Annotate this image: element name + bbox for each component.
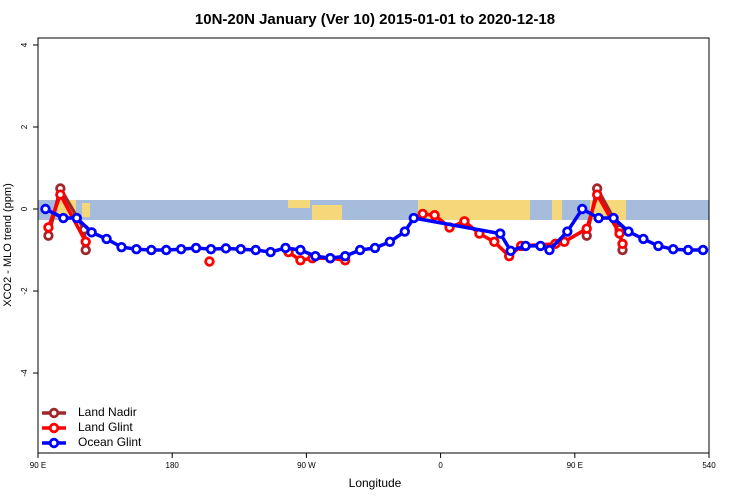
chart-title: 10N-20N January (Ver 10) 2015-01-01 to 2…	[195, 11, 555, 28]
data-point	[55, 189, 66, 200]
legend-marker	[48, 437, 60, 449]
data-point	[429, 209, 440, 221]
ocean-strip	[38, 200, 709, 220]
data-point	[505, 245, 516, 257]
y-tick-label: 2	[20, 124, 29, 129]
data-point	[682, 244, 694, 256]
data-point	[295, 255, 306, 266]
data-point	[71, 212, 82, 224]
data-point	[250, 244, 261, 256]
y-tick-label: 4	[20, 42, 29, 47]
data-point	[146, 244, 157, 256]
data-point	[614, 228, 625, 239]
y-tick-label: -2	[20, 287, 29, 295]
legend-label: Land Glint	[78, 420, 133, 434]
data-point	[40, 203, 51, 215]
data-point	[520, 240, 531, 252]
data-point	[668, 243, 679, 255]
data-point	[43, 230, 54, 241]
map-strip	[38, 200, 709, 220]
x-tick-label: 90 E	[30, 461, 46, 470]
data-point	[86, 227, 97, 238]
data-point	[369, 242, 381, 254]
legend-marker	[48, 407, 60, 419]
data-point	[653, 240, 664, 252]
legend-marker	[48, 422, 60, 434]
x-tick-label: 540	[702, 461, 716, 470]
data-point	[593, 212, 604, 224]
data-point	[495, 228, 506, 239]
y-axis-label: XCO2 - MLO trend (ppm)	[2, 183, 14, 306]
y-tick-label: 0	[20, 206, 29, 211]
data-point	[310, 250, 321, 262]
land-patch	[82, 203, 90, 217]
land-patch	[552, 200, 562, 220]
data-point	[220, 243, 232, 254]
data-point	[101, 233, 112, 245]
data-point	[354, 244, 366, 256]
data-point	[384, 236, 396, 248]
data-point	[581, 223, 592, 234]
legend-label: Land Nadir	[78, 405, 137, 419]
data-point	[559, 236, 570, 248]
x-tick-label: 90 W	[297, 461, 316, 470]
data-point	[190, 242, 202, 254]
data-point	[116, 241, 127, 253]
y-tick-label: -4	[20, 369, 29, 377]
data-point	[339, 250, 351, 262]
data-point	[697, 244, 709, 256]
x-axis-label: Longitude	[349, 476, 402, 490]
data-point	[43, 222, 54, 233]
data-point	[235, 243, 246, 255]
data-point	[459, 216, 470, 227]
data-point	[131, 243, 142, 255]
x-tick-label: 0	[438, 461, 443, 470]
data-point	[623, 226, 634, 237]
land-patch	[312, 205, 342, 220]
data-point	[417, 208, 428, 220]
data-point	[577, 203, 588, 215]
data-point	[399, 226, 411, 237]
data-point	[325, 253, 336, 264]
land-patch	[418, 200, 530, 220]
data-point	[265, 246, 276, 258]
land-patch	[288, 200, 310, 208]
data-point	[591, 189, 603, 200]
data-point	[80, 244, 91, 256]
data-point	[562, 226, 573, 237]
data-point	[489, 236, 500, 248]
data-point	[295, 244, 306, 256]
data-point	[161, 244, 172, 256]
plot-frame	[37, 37, 710, 454]
data-point	[608, 212, 619, 224]
data-point	[204, 256, 215, 267]
data-point	[617, 238, 628, 250]
data-point	[638, 233, 649, 245]
data-point	[544, 244, 555, 256]
legend-label: Ocean Glint	[78, 435, 142, 449]
data-point	[175, 243, 187, 255]
data-point	[58, 212, 69, 224]
data-point	[205, 243, 217, 255]
data-point	[280, 242, 291, 254]
x-tick-label: 180	[166, 461, 180, 470]
data-point	[535, 240, 546, 252]
data-point	[408, 212, 419, 224]
data-point	[80, 236, 91, 248]
x-tick-label: 90 E	[567, 461, 583, 470]
